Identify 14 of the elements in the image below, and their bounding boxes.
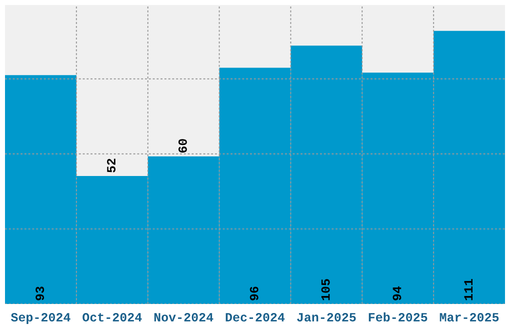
- data-label: 105: [321, 279, 330, 300]
- data-label: 96: [250, 286, 258, 300]
- data-label: 93: [36, 286, 44, 300]
- data-label: 52: [107, 158, 116, 172]
- data-label: 60: [178, 139, 187, 153]
- x-tick-label: Dec-2024: [226, 313, 285, 322]
- data-label: 94: [392, 286, 402, 300]
- x-tick-label: Jan-2025: [297, 313, 356, 322]
- x-tick-label: Feb-2025: [368, 312, 428, 322]
- data-label: 111: [464, 279, 473, 300]
- x-tick-label: Mar-2025: [440, 313, 499, 322]
- x-tick-label: Oct-2024: [82, 313, 142, 322]
- x-tick-label: Sep-2024: [10, 313, 70, 324]
- x-tick-label: Nov-2024: [154, 313, 214, 322]
